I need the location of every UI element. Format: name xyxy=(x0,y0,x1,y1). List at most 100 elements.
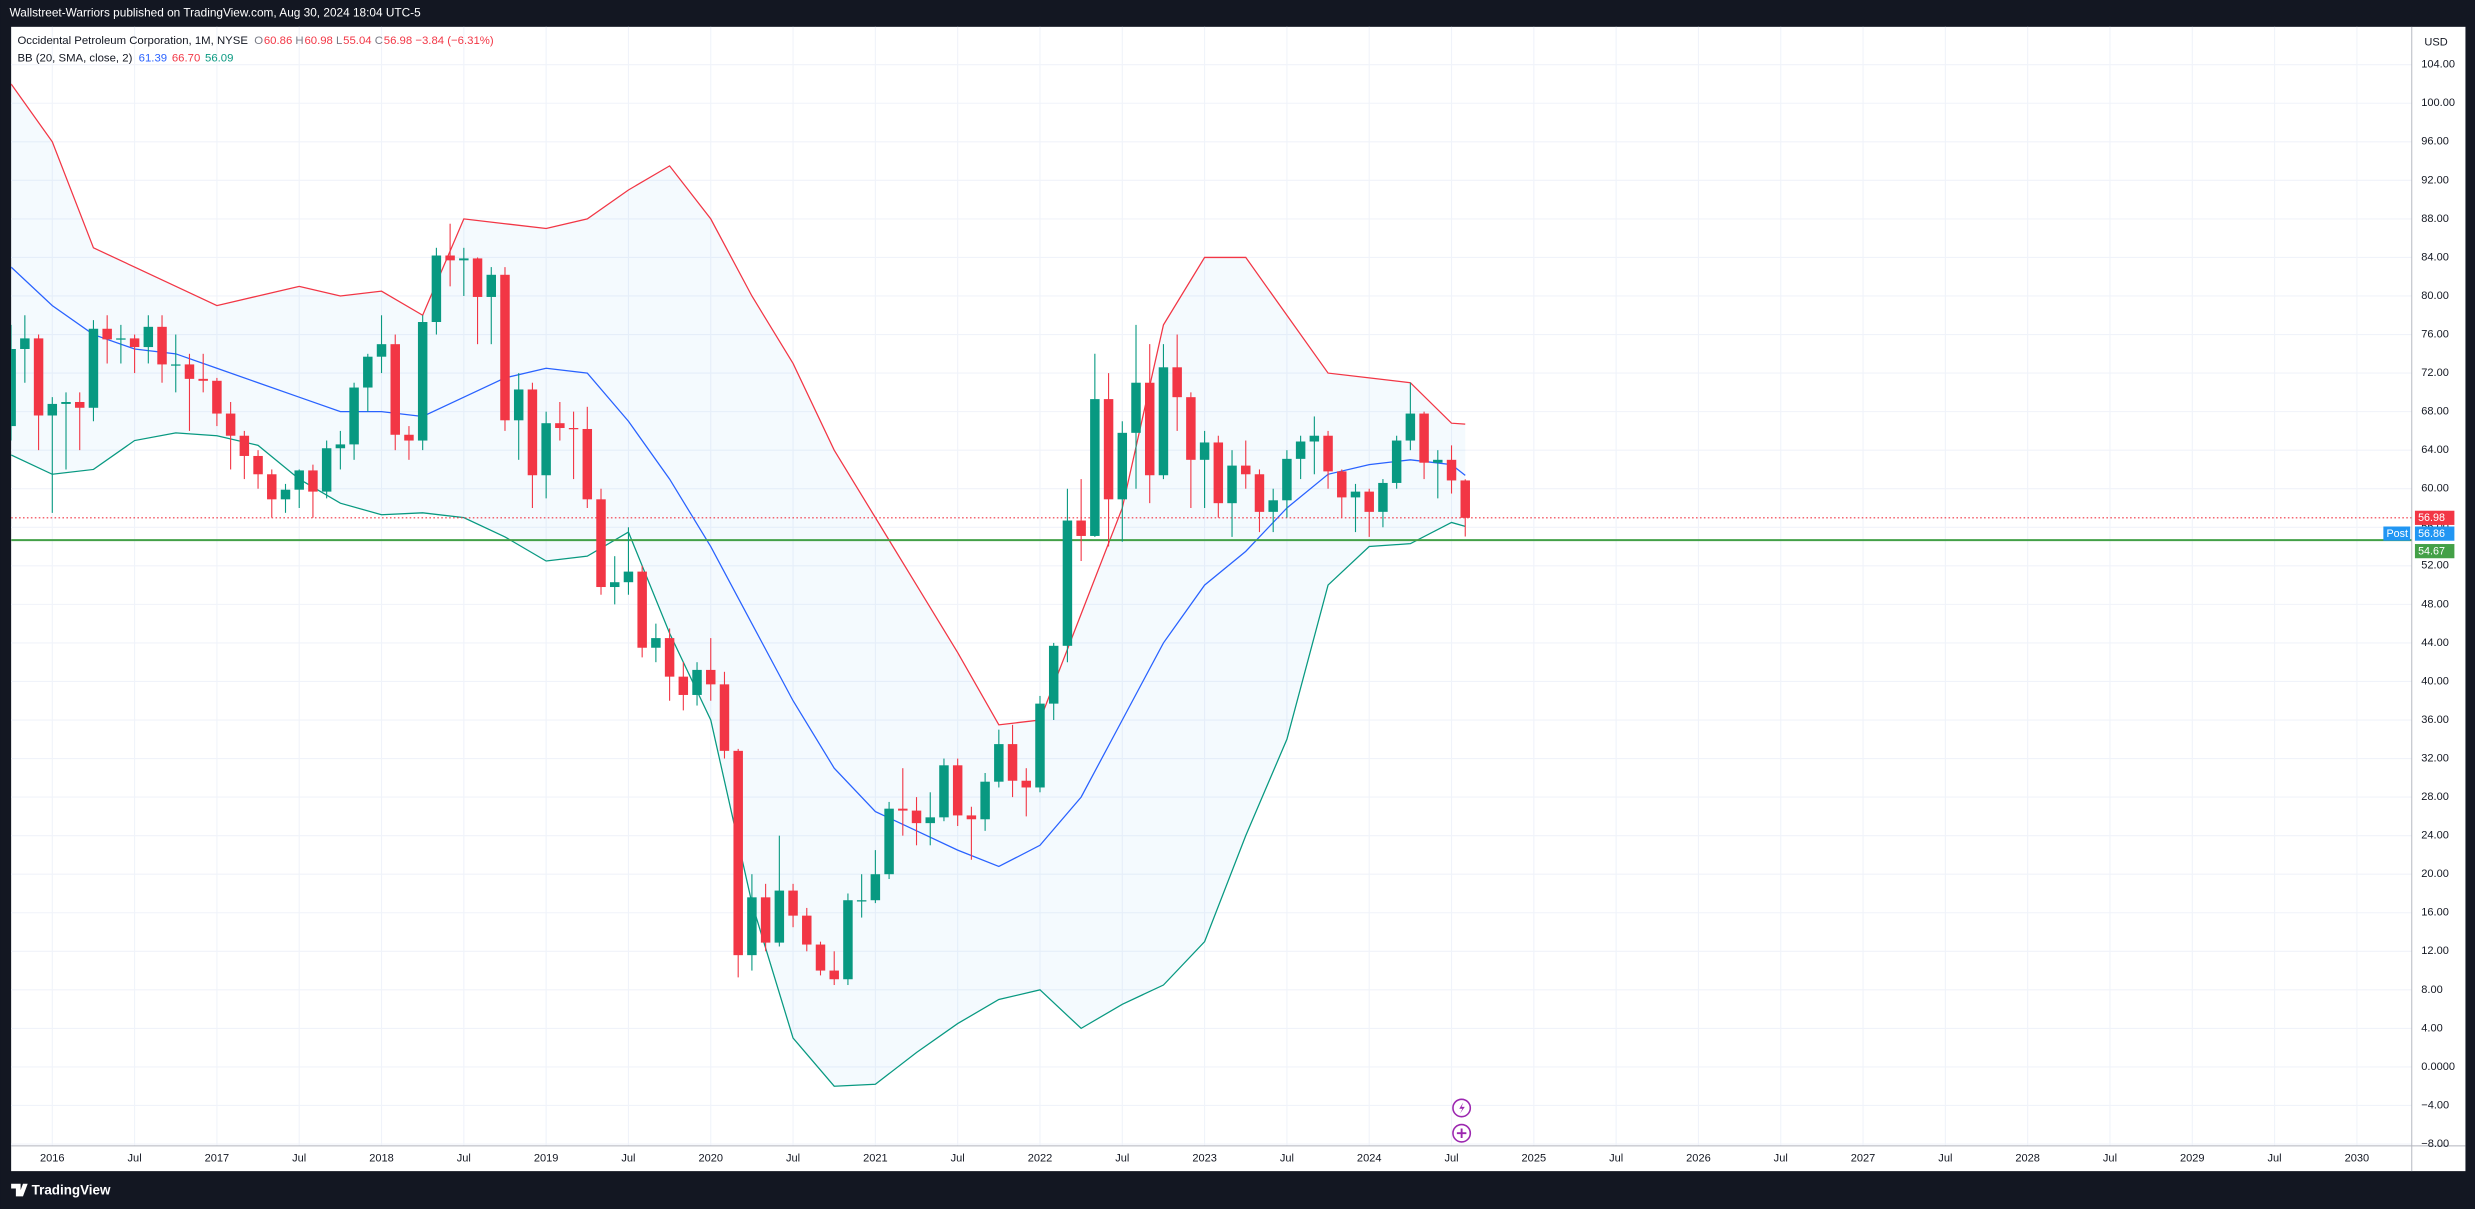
y-tick-label: 28.00 xyxy=(2421,791,2449,803)
y-tick-label: 0.0000 xyxy=(2421,1061,2455,1073)
indicator-value: 61.39 xyxy=(139,52,167,64)
candle-body xyxy=(321,448,332,492)
candle-body xyxy=(47,403,58,416)
candle-body xyxy=(267,474,277,500)
x-tick-label: Jul xyxy=(786,1152,800,1164)
legend-name: Occidental Petroleum Corporation, 1M, NY… xyxy=(17,35,248,47)
y-tick-label: 8.00 xyxy=(2421,984,2442,996)
candle-body xyxy=(239,435,250,456)
x-tick-label: Jul xyxy=(1609,1152,1623,1164)
x-tick-label: 2020 xyxy=(698,1152,723,1164)
candle-body xyxy=(623,571,634,583)
indicator-value: 66.70 xyxy=(172,52,200,64)
candle-body xyxy=(527,389,538,476)
y-tick-label: 84.00 xyxy=(2421,251,2449,263)
candle-body xyxy=(1460,480,1470,518)
post-name: Post xyxy=(2387,528,2408,540)
ohlc-value: 56.98 xyxy=(384,35,412,47)
candle-body xyxy=(88,328,99,408)
ohlc-value: 55.04 xyxy=(343,35,371,47)
candle-body xyxy=(33,338,44,416)
post-label-box xyxy=(2414,526,2455,541)
x-tick-label: Jul xyxy=(951,1152,965,1164)
candle-body xyxy=(171,364,181,366)
candle-body xyxy=(1090,399,1100,536)
x-tick-label: 2026 xyxy=(1686,1152,1711,1164)
y-tick-label: 60.00 xyxy=(2421,483,2449,495)
legend: Occidental Petroleum Corporation, 1M, NY… xyxy=(17,35,493,64)
candle-body xyxy=(733,750,743,956)
candle-body xyxy=(513,389,524,421)
candle-body xyxy=(1337,471,1347,498)
x-tick-label: 2024 xyxy=(1357,1152,1382,1164)
candle-body xyxy=(1323,435,1333,472)
candle-body xyxy=(856,900,867,902)
x-tick-label: Jul xyxy=(2103,1152,2117,1164)
candle-body xyxy=(184,364,195,379)
x-tick-label: 2023 xyxy=(1192,1152,1217,1164)
x-tick-label: Jul xyxy=(128,1152,142,1164)
y-tick-label: 80.00 xyxy=(2421,290,2449,302)
price-label: 56.98 xyxy=(2418,512,2445,524)
candle-body xyxy=(1048,645,1059,704)
candle-body xyxy=(1254,474,1265,512)
x-tick-label: Jul xyxy=(1115,1152,1129,1164)
candle-body xyxy=(1405,413,1416,441)
candle-body xyxy=(925,817,935,824)
candle-body xyxy=(596,499,606,588)
candle-body xyxy=(884,808,894,875)
x-tick-label: 2025 xyxy=(1522,1152,1547,1164)
candle-body xyxy=(747,897,757,956)
candle-body xyxy=(843,900,853,980)
candle-body xyxy=(486,274,497,297)
candle-body xyxy=(609,582,620,588)
candle-body xyxy=(911,810,922,824)
brand-logo xyxy=(11,1183,28,1197)
band-upper xyxy=(11,83,1466,726)
x-tick-label: 2017 xyxy=(205,1152,230,1164)
plot xyxy=(11,83,2412,1087)
candle-body xyxy=(1241,465,1251,475)
candle-body xyxy=(61,401,71,404)
candle-body xyxy=(129,338,140,348)
lightning-glyph xyxy=(1459,1102,1465,1114)
candle-body xyxy=(294,470,304,490)
candle-body xyxy=(1446,459,1457,481)
y-tick-label: 40.00 xyxy=(2421,675,2449,687)
x-tick-label: Jul xyxy=(1280,1152,1294,1164)
indicator-value: 56.09 xyxy=(205,52,233,64)
ohlc-key: H xyxy=(295,35,303,47)
candle-body xyxy=(102,328,112,340)
indicator-name: BB (20, SMA, close, 2) xyxy=(17,52,132,64)
candle-body xyxy=(404,434,414,441)
candle-body xyxy=(1062,520,1073,646)
candle-body xyxy=(582,428,593,500)
hline-label: 54.67 xyxy=(2418,545,2445,557)
brand: TradingView xyxy=(11,1182,111,1197)
candle-body xyxy=(898,808,908,811)
post-name-box xyxy=(2383,526,2411,541)
candle-body xyxy=(1035,703,1045,788)
candle-body xyxy=(212,380,222,414)
candle-body xyxy=(870,874,881,901)
ohlc-key: C xyxy=(375,35,383,47)
y-tick-label: 88.00 xyxy=(2421,213,2449,225)
y-tick-label: 20.00 xyxy=(2421,868,2449,880)
candle-body xyxy=(706,669,716,685)
candle-body xyxy=(308,470,318,492)
candle-body xyxy=(1158,367,1169,476)
hline-label-box xyxy=(2414,544,2455,559)
candle-body xyxy=(980,781,990,820)
candle-body xyxy=(651,638,661,648)
candle-body xyxy=(1007,744,1018,781)
y-tick-label: 64.00 xyxy=(2421,444,2449,456)
x-tick-label: Jul xyxy=(292,1152,306,1164)
candle-body xyxy=(376,344,387,357)
candle-body xyxy=(1117,432,1128,500)
candle-body xyxy=(939,765,949,818)
y-tick-label: 68.00 xyxy=(2421,406,2449,418)
chart-background xyxy=(11,26,2466,1172)
x-tick-label: 2028 xyxy=(2015,1152,2040,1164)
candle-body xyxy=(1378,482,1388,512)
